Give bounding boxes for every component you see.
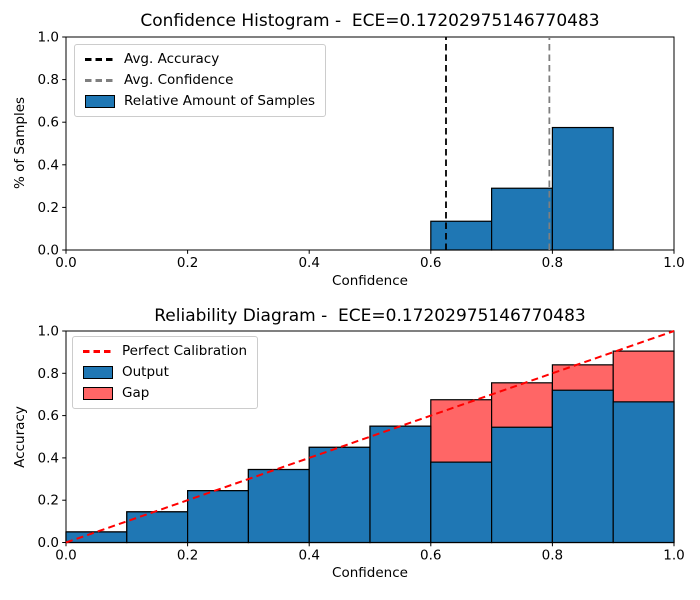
reliability-x-axis-label: Confidence: [332, 565, 408, 581]
reliability-title: Reliability Diagram - ECE=0.172029751467…: [154, 306, 586, 326]
y-tick-label: 0.2: [38, 200, 59, 216]
x-tick-label: 0.4: [298, 548, 319, 564]
x-tick-label: 0.4: [298, 255, 319, 271]
histogram-title: Confidence Histogram - ECE=0.17202975146…: [140, 11, 600, 31]
output-bar: [126, 511, 189, 544]
dashed-red-line-swatch: [83, 350, 113, 353]
histogram-bar: [430, 220, 493, 251]
output-bar: [612, 401, 675, 544]
legend-row-output: Output: [83, 365, 247, 380]
y-tick-label: 0.0: [38, 243, 59, 259]
output-bar: [491, 426, 554, 544]
legend-label-avg-accuracy: Avg. Accuracy: [124, 51, 220, 67]
reliability-y-axis-label: Accuracy: [12, 406, 28, 468]
perfect-calibration-line: [65, 330, 675, 544]
legend-row-perfect-calibration: Perfect Calibration: [83, 344, 247, 359]
histogram-y-axis-label: % of Samples: [12, 96, 28, 190]
axes-frame: [65, 36, 675, 251]
x-tick-label: 0.2: [177, 548, 198, 564]
axes-frame: [65, 330, 675, 543]
legend-label-output: Output: [122, 364, 169, 380]
output-bar: [369, 425, 432, 544]
legend-row-gap: Gap: [83, 386, 247, 401]
legend-label-avg-confidence: Avg. Confidence: [124, 72, 234, 88]
x-tick-label: 0.8: [542, 548, 563, 564]
x-tick-label: 0.2: [177, 255, 198, 271]
x-tick-label: 0.0: [55, 255, 76, 271]
histogram-x-axis-label: Confidence: [332, 273, 408, 289]
output-bar: [65, 531, 128, 544]
blue-patch-swatch: [85, 95, 115, 108]
y-tick-label: 0.8: [38, 72, 59, 88]
y-tick-label: 0.8: [38, 366, 59, 382]
x-tick-label: 1.0: [663, 255, 684, 271]
output-bar: [247, 468, 310, 544]
y-tick-label: 1.0: [38, 30, 59, 46]
histogram-bar: [551, 126, 614, 251]
y-tick-label: 0.2: [38, 493, 59, 509]
legend-label-gap: Gap: [122, 385, 150, 401]
histogram-bar: [491, 187, 554, 251]
legend-label-perfect-calibration: Perfect Calibration: [122, 343, 248, 359]
x-tick-label: 0.6: [420, 548, 441, 564]
y-tick-label: 0.0: [38, 535, 59, 551]
y-tick-label: 0.6: [38, 115, 59, 131]
dashed-gray-line-swatch: [85, 79, 115, 82]
output-bar: [308, 446, 371, 544]
histogram-legend: Avg. Accuracy Avg. Confidence Relative A…: [74, 44, 327, 117]
y-tick-label: 1.0: [38, 324, 59, 340]
legend-row-avg-confidence: Avg. Confidence: [85, 73, 315, 88]
legend-row-samples: Relative Amount of Samples: [85, 94, 315, 109]
reliability-legend: Perfect Calibration Output Gap: [72, 336, 259, 409]
x-tick-label: 0.6: [420, 255, 441, 271]
legend-row-avg-accuracy: Avg. Accuracy: [85, 52, 315, 67]
output-bar: [551, 389, 614, 544]
y-tick-label: 0.6: [38, 408, 59, 424]
blue-patch-swatch: [83, 366, 113, 379]
x-tick-label: 0.0: [55, 548, 76, 564]
x-tick-label: 1.0: [663, 548, 684, 564]
output-bar: [187, 490, 250, 544]
y-tick-label: 0.4: [38, 157, 59, 173]
red-patch-swatch: [83, 387, 113, 400]
dashed-black-line-swatch: [85, 58, 115, 61]
output-bar: [430, 461, 493, 544]
x-tick-label: 0.8: [542, 255, 563, 271]
y-tick-label: 0.4: [38, 450, 59, 466]
legend-label-samples: Relative Amount of Samples: [124, 93, 316, 109]
